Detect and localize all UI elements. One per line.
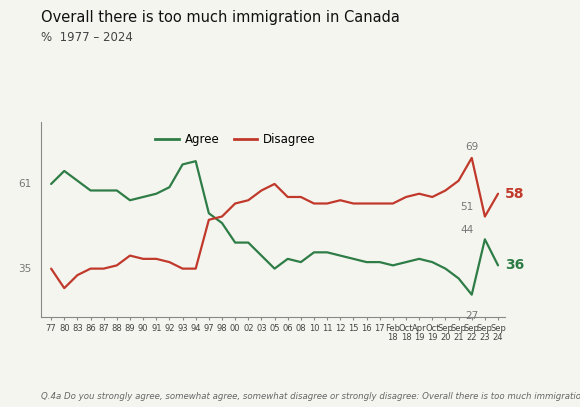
Text: %  1977 – 2024: % 1977 – 2024	[41, 31, 132, 44]
Text: Q.4a Do you strongly agree, somewhat agree, somewhat disagree or strongly disagr: Q.4a Do you strongly agree, somewhat agr…	[41, 392, 580, 401]
Text: Overall there is too much immigration in Canada: Overall there is too much immigration in…	[41, 10, 400, 25]
Text: 35: 35	[19, 264, 32, 274]
Text: 61: 61	[19, 179, 32, 189]
Text: 58: 58	[505, 187, 524, 201]
Text: 27: 27	[465, 311, 478, 322]
Text: 51: 51	[461, 202, 474, 212]
Text: 69: 69	[465, 142, 478, 152]
Text: 36: 36	[505, 258, 524, 272]
Legend: Agree, Disagree: Agree, Disagree	[150, 128, 321, 151]
Text: 44: 44	[461, 225, 474, 235]
